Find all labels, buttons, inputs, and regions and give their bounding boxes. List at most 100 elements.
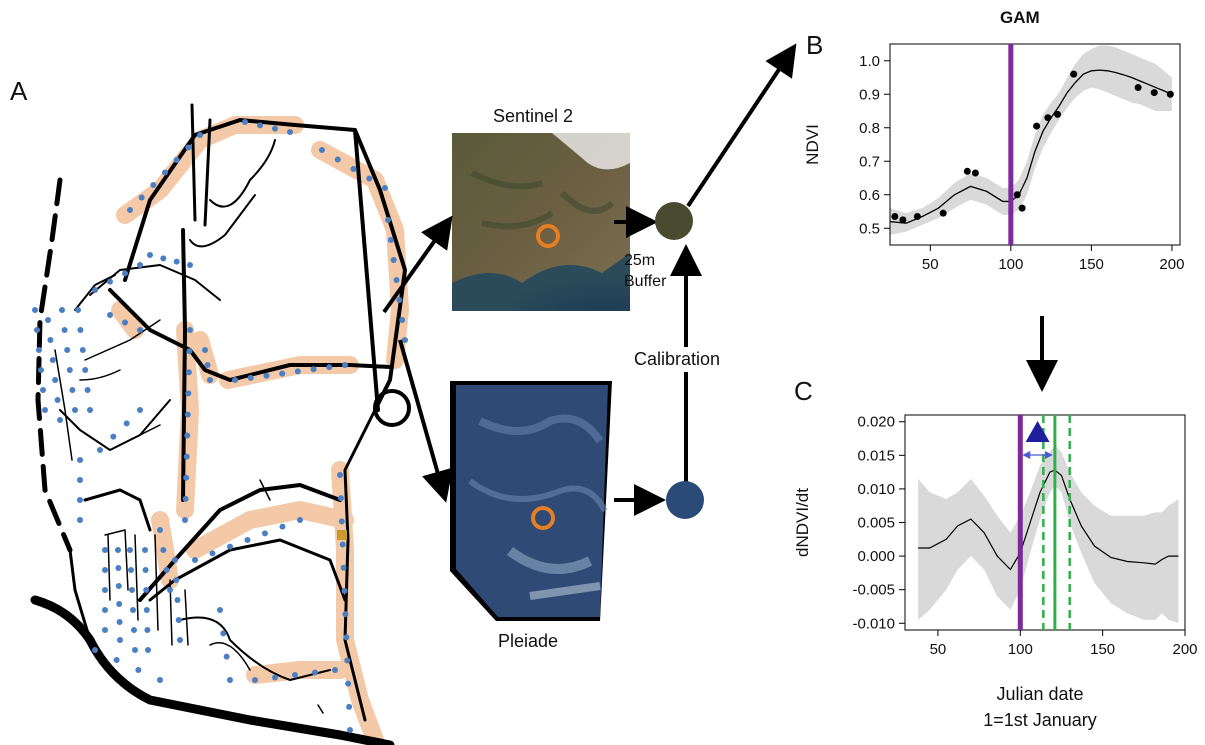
survey-point [32, 307, 38, 313]
survey-point [350, 166, 357, 172]
x-tick-label: 200 [1159, 256, 1184, 273]
buffer-label-line2: Buffer [624, 273, 667, 290]
survey-point [332, 667, 338, 673]
survey-point [75, 307, 81, 313]
ndvi-observation-point [1134, 84, 1142, 92]
ndvi-observation-point [1033, 122, 1041, 130]
survey-point [137, 327, 143, 333]
survey-point [192, 557, 198, 563]
survey-point [47, 337, 54, 343]
survey-point [72, 407, 78, 413]
survey-point [227, 677, 233, 683]
survey-point [77, 497, 83, 503]
survey-point [252, 677, 258, 683]
survey-point [342, 362, 348, 368]
survey-point [387, 237, 394, 243]
x-tick-label: 100 [1008, 641, 1033, 658]
survey-point [34, 327, 40, 333]
ndvi-observation-point [1044, 114, 1052, 122]
survey-point [69, 387, 76, 393]
survey-point [187, 262, 193, 268]
survey-point [173, 157, 180, 163]
survey-point [131, 627, 137, 633]
road-network-map [30, 103, 411, 745]
y-tick-label: 0.010 [857, 481, 895, 498]
lag-arrow-head-right [1044, 451, 1053, 459]
derivative-line [918, 469, 1179, 571]
survey-point [79, 347, 86, 353]
y-tick-label: 0.9 [859, 86, 880, 103]
x-axis-label-note: 1=1st January [983, 710, 1097, 730]
y-tick-label: 0.005 [857, 515, 895, 532]
survey-point [343, 634, 350, 641]
survey-point [163, 567, 170, 573]
survey-point [42, 407, 48, 413]
survey-point [217, 607, 223, 613]
survey-point [182, 517, 188, 523]
gam-chart-title: GAM [1000, 8, 1040, 27]
survey-point [187, 327, 193, 333]
survey-point [52, 377, 59, 383]
survey-point [339, 541, 346, 548]
buffer-label: 25m Buffer [624, 250, 666, 292]
survey-point [390, 257, 397, 263]
survey-point [185, 144, 192, 151]
x-tick-label: 100 [998, 256, 1023, 273]
survey-point [113, 657, 120, 663]
x-tick-label: 50 [930, 641, 947, 658]
survey-point [142, 547, 148, 553]
pleiade-image [450, 381, 612, 621]
survey-point [82, 367, 89, 373]
survey-point [122, 319, 128, 326]
survey-point [102, 627, 108, 633]
survey-point [123, 420, 130, 427]
plot-frame [889, 43, 1181, 246]
survey-point [77, 327, 84, 333]
y-tick-label: 0.000 [857, 548, 895, 565]
survey-point [319, 147, 325, 153]
survey-point [130, 607, 136, 613]
survey-point [59, 307, 65, 313]
survey-point [263, 372, 270, 379]
survey-point [202, 347, 208, 353]
survey-point [366, 175, 373, 182]
survey-point [344, 657, 351, 664]
survey-point [310, 366, 317, 373]
survey-point [77, 517, 83, 523]
survey-point [64, 347, 71, 353]
lag-arrow-head-left [1022, 451, 1031, 459]
survey-point [197, 132, 203, 138]
y-axis-label: NDVI [803, 124, 822, 165]
ndvi-observation-point [971, 169, 979, 177]
survey-point [77, 477, 83, 483]
gam-fit-line [889, 69, 1173, 224]
survey-point [207, 377, 213, 383]
y-tick-label: -0.005 [852, 582, 895, 599]
sentinel-sample-node [655, 202, 693, 240]
ndvi-observation-point [963, 167, 971, 175]
delta-triangle-marker [1025, 421, 1050, 442]
survey-point [272, 674, 278, 681]
panel-letter-a: A [10, 76, 28, 106]
survey-point [292, 672, 298, 678]
survey-point [382, 185, 388, 191]
survey-point [396, 297, 403, 303]
survey-point [174, 597, 181, 603]
survey-point [115, 583, 122, 589]
survey-point [177, 637, 183, 643]
survey-point [115, 547, 121, 553]
survey-point [137, 407, 143, 413]
survey-point [117, 637, 123, 643]
ndvi-observation-point [1150, 89, 1158, 97]
survey-point [102, 607, 108, 613]
survey-point [346, 703, 353, 710]
x-tick-label: 150 [1079, 256, 1104, 273]
survey-point [173, 577, 180, 583]
survey-point [402, 337, 408, 343]
x-tick-label: 150 [1090, 641, 1115, 658]
survey-point [183, 474, 190, 481]
survey-point [127, 547, 133, 553]
survey-point [272, 125, 278, 132]
survey-point [337, 472, 343, 478]
pleiade-buffer-circle [531, 506, 555, 530]
